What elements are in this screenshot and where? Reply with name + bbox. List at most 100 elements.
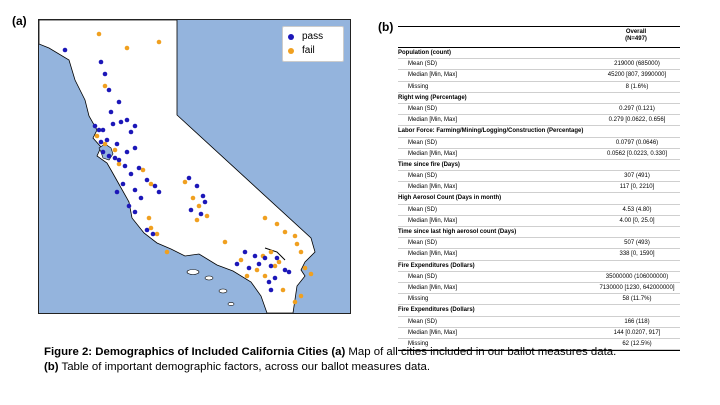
pass-city-point <box>116 99 122 105</box>
table-row: Median [Min, Max] 144 [0.0207, 917] <box>398 328 680 339</box>
fail-city-point <box>268 249 274 255</box>
row-value: 338 [0, 1590] <box>619 251 655 258</box>
table-row: Mean (SD) 0.297 (0.121) <box>398 104 680 116</box>
map-legend: pass fail <box>282 26 344 62</box>
row-value: 62 (12.5%) <box>622 340 652 347</box>
pass-city-point <box>252 253 258 259</box>
island-santa-cruz <box>186 269 200 275</box>
table-section-row: High Aerosol Count (Days in month) <box>398 193 680 205</box>
fail-city-point <box>298 249 304 255</box>
row-value: 58 (11.7%) <box>622 296 652 303</box>
pass-city-point <box>272 275 278 281</box>
pass-dot-icon <box>288 34 294 40</box>
california-map: pass fail <box>38 19 351 314</box>
island-san-clemente <box>227 302 235 306</box>
pass-city-point <box>100 149 106 155</box>
row-value <box>594 48 680 58</box>
row-label: Mean (SD) <box>408 173 438 180</box>
row-label: Time since fire (Days) <box>398 161 460 168</box>
overall-label: Overall <box>625 29 647 35</box>
pass-city-point <box>256 261 262 267</box>
row-label: Mean (SD) <box>408 139 438 146</box>
pass-city-point <box>262 255 268 261</box>
pass-city-point <box>200 193 206 199</box>
pass-city-point <box>98 59 104 65</box>
row-label: Median [Min, Max] <box>408 117 458 124</box>
fail-city-point <box>262 273 268 279</box>
pass-city-point <box>126 203 132 209</box>
table-row: Median [Min, Max] 117 [0, 2210] <box>398 182 680 194</box>
fail-city-point <box>204 213 210 219</box>
pass-city-point <box>156 189 162 195</box>
table-section-row: Right wing (Percentage) <box>398 93 680 104</box>
island-catalina <box>218 288 228 294</box>
fail-city-point <box>148 181 154 187</box>
row-value <box>594 193 680 203</box>
row-label: Median [Min, Max] <box>408 284 458 291</box>
pass-city-point <box>92 123 98 129</box>
california-land <box>39 20 316 313</box>
fail-city-point <box>140 167 146 173</box>
row-value: 307 (491) <box>624 173 650 180</box>
fail-city-point <box>262 215 268 221</box>
pass-city-point <box>128 129 134 135</box>
pass-city-point <box>116 157 122 163</box>
row-value <box>594 305 680 315</box>
pass-city-point <box>132 145 138 151</box>
pass-city-point <box>102 71 108 77</box>
table-row: Median [Min, Max] 0.279 [0.0622, 0.656] <box>398 115 680 127</box>
row-value: 144 [0.0207, 917] <box>613 329 661 336</box>
fail-dot-icon <box>288 48 294 54</box>
pass-city-point <box>286 269 292 275</box>
table-section-row: Time since last high aerosol count (Days… <box>398 227 680 239</box>
fail-city-point <box>112 147 118 153</box>
table-header: Overall (N=497) <box>398 26 680 48</box>
fail-city-point <box>182 179 188 185</box>
pass-city-point <box>132 187 138 193</box>
fail-city-point <box>292 299 298 305</box>
overall-column-header: Overall (N=497) <box>594 29 678 43</box>
fail-city-point <box>302 265 308 271</box>
pass-city-point <box>104 137 110 143</box>
fail-city-point <box>190 195 196 201</box>
row-label: Mean (SD) <box>408 240 438 247</box>
table-row: Mean (SD) 219000 (685000) <box>398 59 680 71</box>
fail-city-point <box>280 287 286 293</box>
row-value <box>594 227 680 237</box>
pass-city-point <box>132 123 138 129</box>
row-value: 8 (1.6%) <box>625 83 649 90</box>
table-row: Median [Min, Max] 45200 [807, 3990000] <box>398 70 680 82</box>
fail-city-point <box>222 239 228 245</box>
coastline-accent <box>264 247 286 261</box>
row-value: 507 (493) <box>624 240 650 247</box>
pass-city-point <box>150 231 156 237</box>
pass-city-point <box>106 153 112 159</box>
table-row: Median [Min, Max] 7130000 [1230, 64200000… <box>398 283 680 295</box>
fail-city-point <box>148 225 154 231</box>
fail-city-point <box>94 133 100 139</box>
fail-city-point <box>194 217 200 223</box>
table-row: Mean (SD) 307 (491) <box>398 171 680 183</box>
row-label: Missing <box>408 296 429 303</box>
fail-city-point <box>254 267 260 273</box>
row-label: Median [Min, Max] <box>408 251 458 258</box>
fail-city-point <box>102 141 108 147</box>
pass-city-point <box>268 287 274 293</box>
row-value: 0.297 (0.121) <box>619 105 655 112</box>
row-label: Median [Min, Max] <box>408 329 458 336</box>
pass-city-point <box>136 165 142 171</box>
table-body: Population (count) Mean (SD) 219000 (68500… <box>398 48 680 352</box>
table-row: Missing 62 (12.5%) <box>398 339 680 351</box>
fail-city-point <box>272 263 278 269</box>
fail-city-point <box>292 233 298 239</box>
pass-city-point <box>188 207 194 213</box>
fail-city-point <box>276 259 282 265</box>
table-row: Mean (SD) 0.0797 (0.0646) <box>398 138 680 149</box>
fail-city-point <box>156 39 162 45</box>
pass-city-point <box>132 209 138 215</box>
row-label: Mean (SD) <box>408 206 438 213</box>
row-label: Missing <box>408 83 429 90</box>
pass-city-point <box>122 163 128 169</box>
pass-city-point <box>114 141 120 147</box>
row-label: High Aerosol Count (Days in month) <box>398 195 502 202</box>
